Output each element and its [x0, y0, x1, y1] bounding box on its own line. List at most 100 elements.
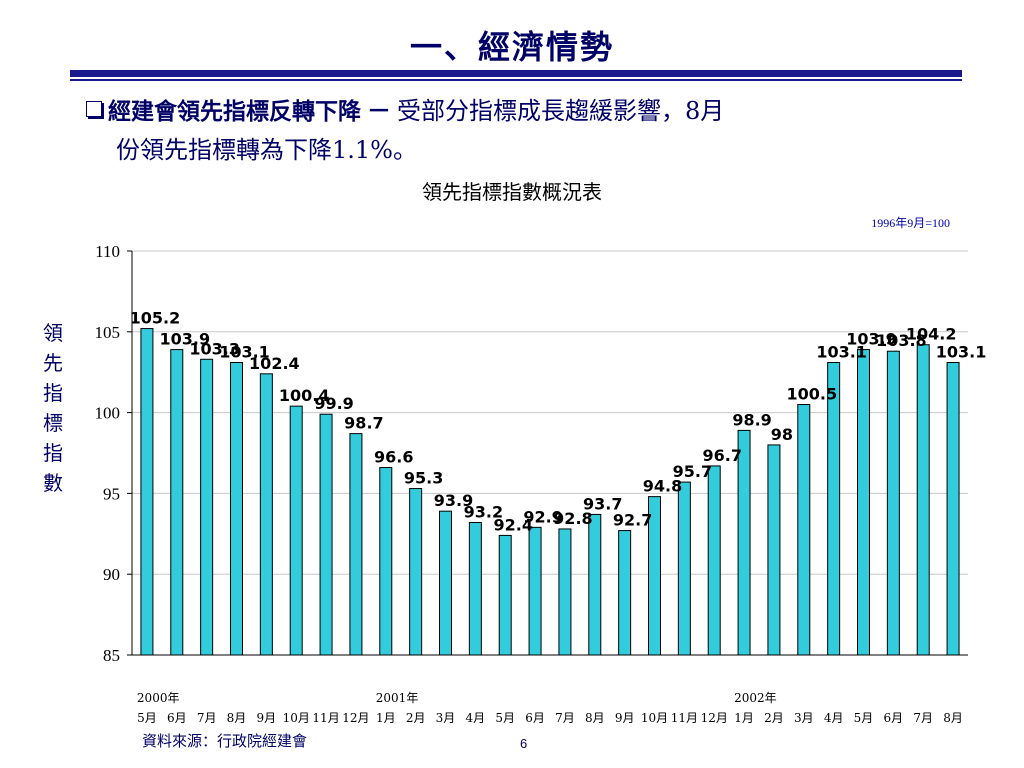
bar	[916, 344, 930, 656]
x-tick-label: 3月	[794, 711, 814, 725]
data-label: 93.2	[464, 502, 503, 521]
bar	[379, 467, 393, 656]
data-label: 103.1	[219, 343, 270, 362]
slide-title: 一、經濟情勢	[409, 28, 614, 66]
data-label: 92.4	[493, 515, 532, 534]
data-source: 資料來源：行政院經建會	[142, 732, 308, 750]
data-label: 100.5	[786, 385, 837, 404]
bar	[737, 429, 751, 656]
x-tick-label: 1月	[734, 711, 754, 725]
bar	[409, 488, 423, 656]
data-label: 99.9	[314, 394, 353, 413]
data-label: 95.7	[673, 462, 712, 481]
data-label: 92.8	[553, 509, 592, 528]
x-tick-label: 4月	[466, 711, 486, 725]
y-tick-label: 100	[95, 404, 121, 423]
x-tick-label: 12月	[342, 711, 369, 725]
title-rule-thin	[70, 79, 962, 81]
data-label: 103.9	[159, 330, 210, 349]
bar	[259, 373, 273, 656]
y-tick-label: 85	[103, 646, 120, 665]
data-label: 102.4	[249, 354, 300, 373]
x-year-label: 2000年	[137, 691, 180, 705]
data-label: 95.3	[404, 469, 443, 488]
data-label: 103.8	[876, 331, 927, 350]
data-label: 93.9	[434, 491, 473, 510]
bar	[140, 328, 154, 656]
bar	[767, 444, 781, 656]
x-tick-label: 6月	[525, 711, 545, 725]
data-label: 92.9	[523, 507, 562, 526]
title-rule-thick	[70, 70, 962, 77]
bar	[946, 362, 960, 656]
data-label: 98.7	[344, 414, 383, 433]
y-axis-label: 領 先 指 標 指 數	[38, 318, 68, 498]
data-label: 92.7	[613, 511, 652, 530]
x-tick-label: 8月	[585, 711, 605, 725]
data-label: 98	[771, 425, 793, 444]
bar	[677, 481, 691, 656]
x-tick-label: 1月	[376, 711, 396, 725]
x-tick-label: 11月	[671, 711, 698, 725]
x-tick-label: 2月	[764, 711, 784, 725]
data-label: 103.1	[936, 343, 987, 362]
y-tick-label: 90	[103, 565, 120, 584]
bullet-headline: 經建會領先指標反轉下降	[108, 99, 361, 125]
y-axis-label-char: 指	[43, 441, 63, 465]
x-tick-label: 5月	[137, 711, 157, 725]
bullet-point: 經建會領先指標反轉下降－受部分指標成長趨緩影響，8月 份領先指標轉為下降1.1%…	[86, 92, 966, 169]
y-axis-label-char: 數	[43, 471, 63, 495]
x-tick-label: 7月	[197, 711, 217, 725]
y-tick-label: 110	[95, 242, 120, 261]
y-tick-label: 105	[95, 323, 121, 342]
data-label: 104.2	[906, 325, 957, 344]
x-year-label: 2002年	[734, 691, 777, 705]
x-tick-label: 7月	[555, 711, 575, 725]
x-tick-label: 7月	[913, 711, 933, 725]
data-label: 93.7	[583, 494, 622, 513]
bar	[588, 513, 602, 656]
y-axis-label-char: 指	[43, 381, 63, 405]
x-tick-label: 5月	[854, 711, 874, 725]
data-label: 103.3	[189, 339, 240, 358]
bar	[289, 405, 303, 656]
x-tick-label: 9月	[257, 711, 277, 725]
bullet-dash: －	[367, 96, 391, 125]
y-axis-label-char: 領	[43, 321, 63, 345]
bar	[886, 350, 900, 656]
bar	[558, 528, 572, 656]
data-label: 100.4	[279, 386, 330, 405]
bar	[439, 510, 452, 656]
x-tick-label: 8月	[943, 711, 963, 725]
chart-title: 領先指標指數概況表	[422, 180, 602, 204]
x-tick-label: 11月	[312, 711, 339, 725]
x-tick-label: 4月	[824, 711, 844, 725]
data-label: 96.6	[374, 448, 413, 467]
x-tick-label: 5月	[495, 711, 515, 725]
data-label: 103.9	[846, 330, 897, 349]
base-period-note: 1996年9月=100	[871, 216, 950, 230]
bar	[618, 530, 632, 656]
y-tick-label: 95	[103, 484, 120, 503]
x-tick-label: 10月	[283, 711, 310, 725]
bar	[797, 404, 811, 656]
bar	[349, 433, 363, 656]
bar	[200, 358, 214, 656]
bar	[528, 526, 542, 656]
bar	[468, 521, 482, 656]
y-axis-label-char: 標	[43, 411, 63, 435]
bar	[648, 496, 661, 656]
x-tick-label: 12月	[701, 711, 728, 725]
x-tick-label: 8月	[227, 711, 247, 725]
y-axis-label-char: 先	[43, 351, 63, 375]
x-tick-label: 10月	[641, 711, 668, 725]
data-label: 105.2	[130, 309, 181, 328]
x-tick-label: 9月	[615, 711, 635, 725]
bar	[707, 465, 721, 656]
x-tick-label: 6月	[167, 711, 187, 725]
bar	[857, 349, 870, 656]
x-tick-label: 6月	[884, 711, 904, 725]
x-tick-label: 3月	[436, 711, 456, 725]
bar	[498, 534, 512, 656]
x-year-label: 2001年	[376, 691, 419, 705]
